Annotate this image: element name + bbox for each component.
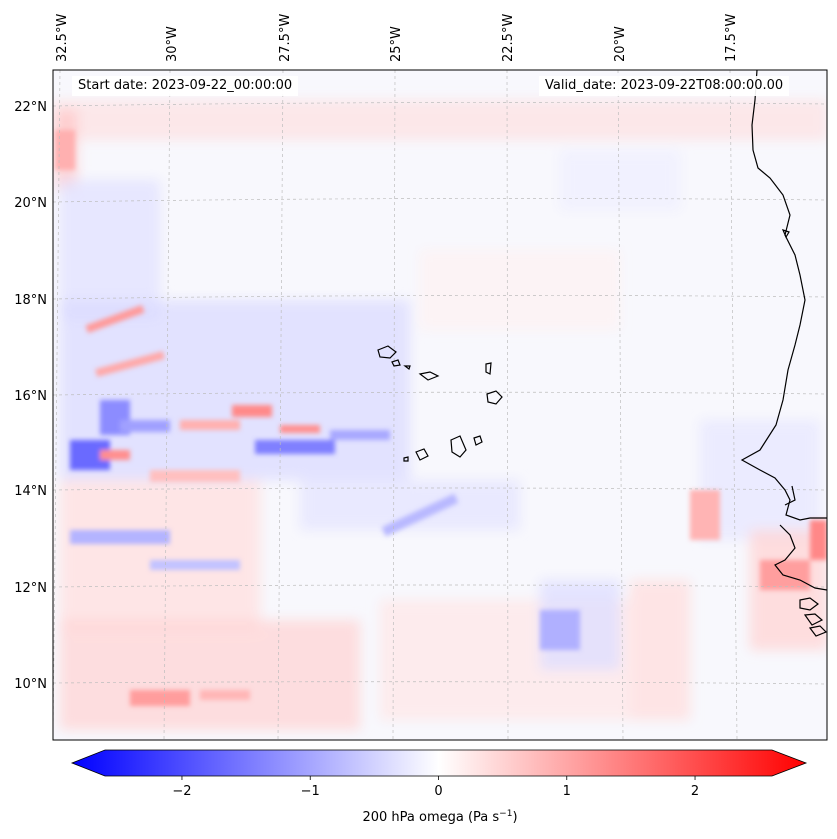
island-boa-vista <box>486 390 503 405</box>
gridline-lon-27-5 <box>277 70 284 740</box>
lat-label: 10°N <box>14 677 47 692</box>
lat-label: 22°N <box>14 100 47 115</box>
gridline-lon-30 <box>163 70 171 740</box>
island-sal <box>485 362 492 375</box>
lon-label: 17.5°W <box>724 14 739 62</box>
start-date-label: Start date: 2023-09-22_00:00:00 <box>72 76 299 96</box>
map-panel <box>52 69 828 741</box>
colorbar-bar <box>70 749 808 777</box>
graticule <box>53 70 827 740</box>
island-brava <box>403 456 409 462</box>
omega-streaks <box>55 130 827 706</box>
bijagos-island-1 <box>799 597 819 611</box>
gridline-lon-32-5 <box>53 70 61 740</box>
map-frame <box>52 69 828 741</box>
cape-verde-islands <box>377 345 503 462</box>
lon-label: 27.5°W <box>278 14 293 62</box>
islet <box>781 229 790 239</box>
colorbar: −2 −1 0 1 2 200 hPa omega (Pa s−1) <box>70 749 808 825</box>
colorbar-ticks: −2 −1 0 1 2 <box>172 776 699 799</box>
coast-detail-senegal <box>784 485 796 506</box>
omega-broad-anomalies <box>53 100 827 730</box>
colorbar-tick-label: 2 <box>691 784 699 799</box>
african-coastline <box>740 70 827 521</box>
gridline-lon-22-5 <box>506 70 509 740</box>
coastlines <box>740 70 827 637</box>
latitude-labels: 22°N 20°N 18°N 16°N 14°N 12°N 10°N <box>14 100 47 692</box>
gridline-lon-17-5 <box>729 70 738 740</box>
lat-label: 20°N <box>14 196 47 211</box>
colorbar-tick-label: 0 <box>434 784 442 799</box>
gridline-lat-12 <box>53 584 827 588</box>
lon-label: 22.5°W <box>501 14 516 62</box>
lat-label: 16°N <box>14 389 47 404</box>
island-santa-luzia <box>403 365 411 370</box>
lat-label: 18°N <box>14 293 47 308</box>
gridline-lat-18 <box>53 295 827 300</box>
island-santiago <box>450 435 467 458</box>
lat-label: 14°N <box>14 484 47 499</box>
island-maio <box>473 435 483 446</box>
lon-label: 20°W <box>613 26 628 62</box>
bijagos-island-2 <box>803 613 824 626</box>
valid-date-label: Valid_date: 2023-09-22T08:00:00.00 <box>539 76 790 96</box>
gridline-lon-25 <box>392 70 396 740</box>
lon-label: 32.5°W <box>55 14 70 62</box>
gridline-lat-20 <box>53 198 827 203</box>
colorbar-tick-label: 1 <box>563 784 571 799</box>
lon-label: 30°W <box>165 26 180 62</box>
coast-detail-gambia <box>774 524 827 591</box>
gridline-lat-14 <box>53 487 827 491</box>
lat-label: 12°N <box>14 581 47 596</box>
gridline-lon-20 <box>617 70 624 740</box>
island-sao-vicente <box>391 359 401 367</box>
gridline-lat-22 <box>53 102 827 107</box>
colorbar-tick-label: −2 <box>172 784 191 799</box>
gridline-lat-10 <box>53 681 827 685</box>
longitude-labels: 32.5°W 30°W 27.5°W 25°W 22.5°W 20°W 17.5… <box>55 14 739 62</box>
island-sao-nicolau <box>418 371 440 381</box>
island-fogo <box>415 448 429 461</box>
colorbar-tick-label: −1 <box>301 784 320 799</box>
omega-field <box>53 100 827 730</box>
lon-label: 25°W <box>389 26 404 62</box>
island-santo-antao <box>377 345 397 359</box>
colorbar-title: 200 hPa omega (Pa s−1) <box>362 809 517 825</box>
bijagos-island-3 <box>808 625 827 637</box>
gridline-lat-16 <box>53 391 827 396</box>
